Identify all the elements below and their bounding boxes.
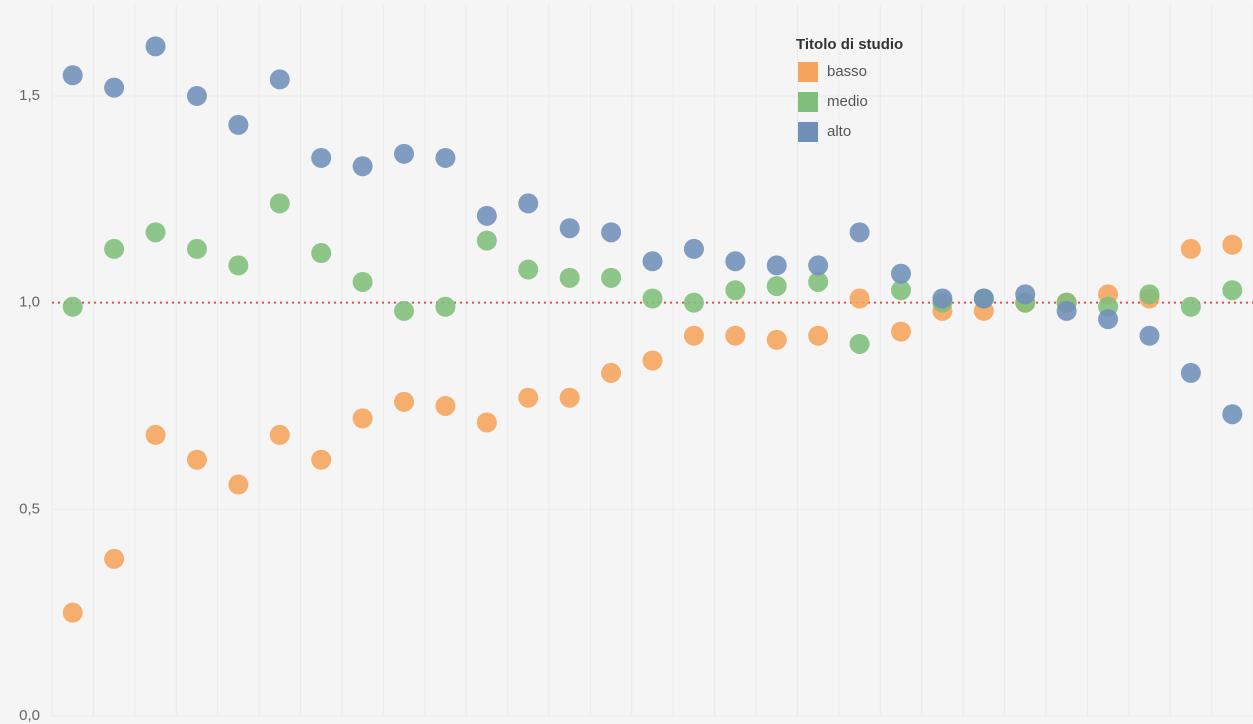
point <box>394 300 415 321</box>
point <box>1015 284 1036 305</box>
point <box>104 548 125 569</box>
point <box>601 222 622 243</box>
point <box>1180 296 1201 317</box>
point <box>518 193 539 214</box>
point <box>435 296 456 317</box>
legend-label: medio <box>827 93 868 110</box>
legend-swatch <box>798 62 818 82</box>
point <box>476 205 497 226</box>
point <box>890 321 911 342</box>
point <box>394 143 415 164</box>
point <box>435 395 456 416</box>
point <box>890 280 911 301</box>
point <box>932 288 953 309</box>
point <box>1056 300 1077 321</box>
point <box>725 251 746 272</box>
legend-swatch <box>798 122 818 142</box>
point <box>1180 238 1201 259</box>
point <box>683 325 704 346</box>
point <box>311 449 332 470</box>
point <box>601 362 622 383</box>
point <box>145 222 166 243</box>
point <box>766 255 787 276</box>
point <box>145 36 166 57</box>
point <box>228 474 249 495</box>
point <box>104 238 125 259</box>
point <box>642 251 663 272</box>
point <box>808 325 829 346</box>
point <box>973 288 994 309</box>
point <box>518 259 539 280</box>
point <box>559 267 580 288</box>
point <box>228 255 249 276</box>
point <box>1139 284 1160 305</box>
legend-label: basso <box>827 63 867 80</box>
point <box>1098 309 1119 330</box>
point <box>145 424 166 445</box>
legend-swatch <box>798 92 818 112</box>
point <box>725 280 746 301</box>
point <box>559 218 580 239</box>
y-tick-label: 0,5 <box>19 500 40 517</box>
point <box>518 387 539 408</box>
point <box>186 85 207 106</box>
point <box>642 288 663 309</box>
point <box>890 263 911 284</box>
point <box>311 243 332 264</box>
point <box>352 271 373 292</box>
point <box>269 424 290 445</box>
y-tick-label: 1,5 <box>19 87 40 104</box>
point <box>476 230 497 251</box>
point <box>269 69 290 90</box>
point <box>228 114 249 135</box>
point <box>1180 362 1201 383</box>
point <box>311 147 332 168</box>
point <box>352 408 373 429</box>
point <box>808 255 829 276</box>
point <box>766 329 787 350</box>
point <box>642 350 663 371</box>
point <box>559 387 580 408</box>
point <box>186 449 207 470</box>
point <box>1222 234 1243 255</box>
point <box>849 333 870 354</box>
point <box>1139 325 1160 346</box>
legend-label: alto <box>827 123 851 140</box>
point <box>725 325 746 346</box>
point <box>1222 404 1243 425</box>
point <box>62 602 83 623</box>
point <box>849 222 870 243</box>
point <box>104 77 125 98</box>
point <box>849 288 870 309</box>
point <box>186 238 207 259</box>
y-tick-label: 0,0 <box>19 707 40 724</box>
point <box>1222 280 1243 301</box>
legend-title: Titolo di studio <box>796 36 903 53</box>
y-tick-label: 1,0 <box>19 294 40 311</box>
point <box>394 391 415 412</box>
point <box>269 193 290 214</box>
point <box>352 156 373 177</box>
point <box>683 292 704 313</box>
point <box>601 267 622 288</box>
point <box>808 271 829 292</box>
point <box>62 296 83 317</box>
point <box>62 65 83 86</box>
point <box>435 147 456 168</box>
point <box>683 238 704 259</box>
point <box>476 412 497 433</box>
point <box>766 276 787 297</box>
